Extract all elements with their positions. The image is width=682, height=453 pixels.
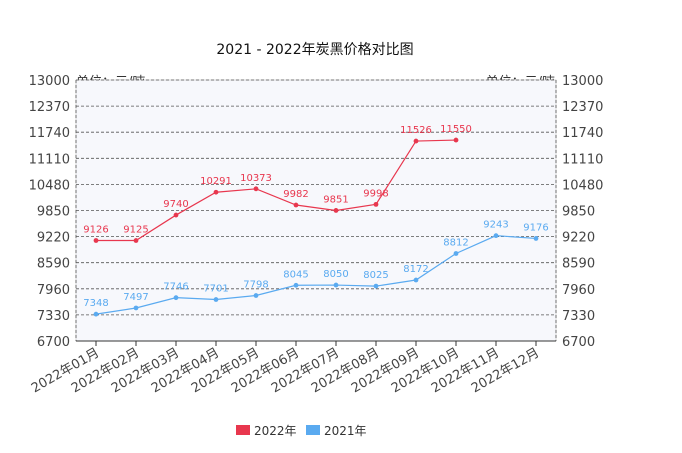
- data-point: [293, 202, 299, 208]
- y-tick-label-right: 6700: [562, 335, 595, 350]
- data-point: [413, 138, 419, 144]
- data-point: [93, 238, 99, 243]
- legend-swatch-2: [306, 425, 320, 435]
- data-point: [213, 189, 219, 195]
- data-label: 9243: [483, 220, 508, 231]
- y-tick-label-left: 11740: [29, 126, 70, 141]
- data-label: 7798: [243, 280, 268, 291]
- y-tick-label-right: 11110: [562, 152, 603, 167]
- y-tick-label-right: 8590: [562, 257, 595, 272]
- legend: 2022年 2021年: [236, 424, 367, 438]
- y-tick-label-left: 8590: [37, 257, 70, 272]
- y-tick-label-left: 13000: [29, 74, 70, 89]
- data-label: 9125: [123, 225, 148, 236]
- data-label: 7746: [163, 282, 188, 293]
- data-label: 8025: [363, 270, 388, 281]
- y-tick-label-right: 7330: [562, 309, 595, 324]
- y-tick-label-left: 9850: [37, 205, 70, 220]
- y-tick-label-right: 10480: [562, 178, 603, 193]
- data-label: 9998: [363, 188, 388, 199]
- legend-label-1: 2022年: [254, 424, 297, 438]
- y-tick-label-left: 6700: [37, 335, 70, 350]
- data-point: [173, 295, 179, 301]
- data-label: 9126: [83, 224, 108, 235]
- y-tick-label-right: 12370: [562, 100, 603, 115]
- y-tick-label-left: 12370: [29, 100, 70, 115]
- series-line-1: [95, 139, 457, 242]
- data-point: [493, 233, 499, 239]
- data-point: [133, 238, 139, 243]
- data-label: 7348: [83, 298, 108, 309]
- data-label: 9176: [523, 222, 548, 233]
- data-point: [133, 305, 139, 311]
- data-label: 7701: [203, 284, 228, 295]
- y-tick-label-left: 9220: [37, 231, 70, 246]
- data-point: [93, 311, 99, 317]
- y-tick-label-right: 11740: [562, 126, 603, 141]
- plot-area: 6700 6700 7330 7330 7960 7960 8590 8590 9220 9220…: [29, 74, 604, 396]
- y-tick-label-right: 13000: [562, 74, 603, 89]
- y-tick-label-right: 9220: [562, 231, 595, 246]
- data-point: [533, 236, 539, 241]
- legend-swatch-1: [236, 425, 250, 435]
- data-label: 8045: [283, 269, 308, 280]
- data-label: 8172: [403, 264, 428, 275]
- y-tick-label-left: 7330: [37, 309, 70, 324]
- data-label: 9982: [283, 189, 308, 200]
- data-label: 8050: [323, 269, 348, 280]
- chart-title: 2021 - 2022年炭黑价格对比图: [216, 42, 413, 58]
- data-point: [173, 212, 179, 218]
- series-line-2: [95, 235, 537, 315]
- data-point: [453, 251, 459, 256]
- data-point: [333, 282, 339, 288]
- y-tick-label-left: 10480: [29, 178, 70, 193]
- data-point: [253, 293, 259, 298]
- data-label: 8812: [443, 238, 468, 249]
- data-point: [253, 186, 259, 192]
- data-label: 7497: [123, 292, 148, 303]
- data-point: [413, 277, 419, 283]
- data-label: 10291: [200, 176, 232, 187]
- legend-label-2: 2021年: [324, 424, 367, 438]
- data-label: 10373: [240, 173, 272, 184]
- data-label: 9851: [323, 194, 348, 205]
- data-point: [213, 297, 219, 302]
- data-label: 9740: [163, 199, 188, 210]
- data-point: [373, 201, 379, 207]
- data-point: [373, 283, 379, 289]
- data-point: [453, 137, 459, 143]
- data-point: [333, 208, 339, 213]
- data-point: [293, 282, 299, 288]
- y-tick-label-left: 11110: [29, 152, 70, 167]
- y-tick-label-left: 7960: [37, 283, 70, 298]
- data-label: 11550: [440, 124, 472, 135]
- y-tick-label-right: 7960: [562, 283, 595, 298]
- data-label: 11526: [400, 125, 432, 136]
- y-tick-label-right: 9850: [562, 205, 595, 220]
